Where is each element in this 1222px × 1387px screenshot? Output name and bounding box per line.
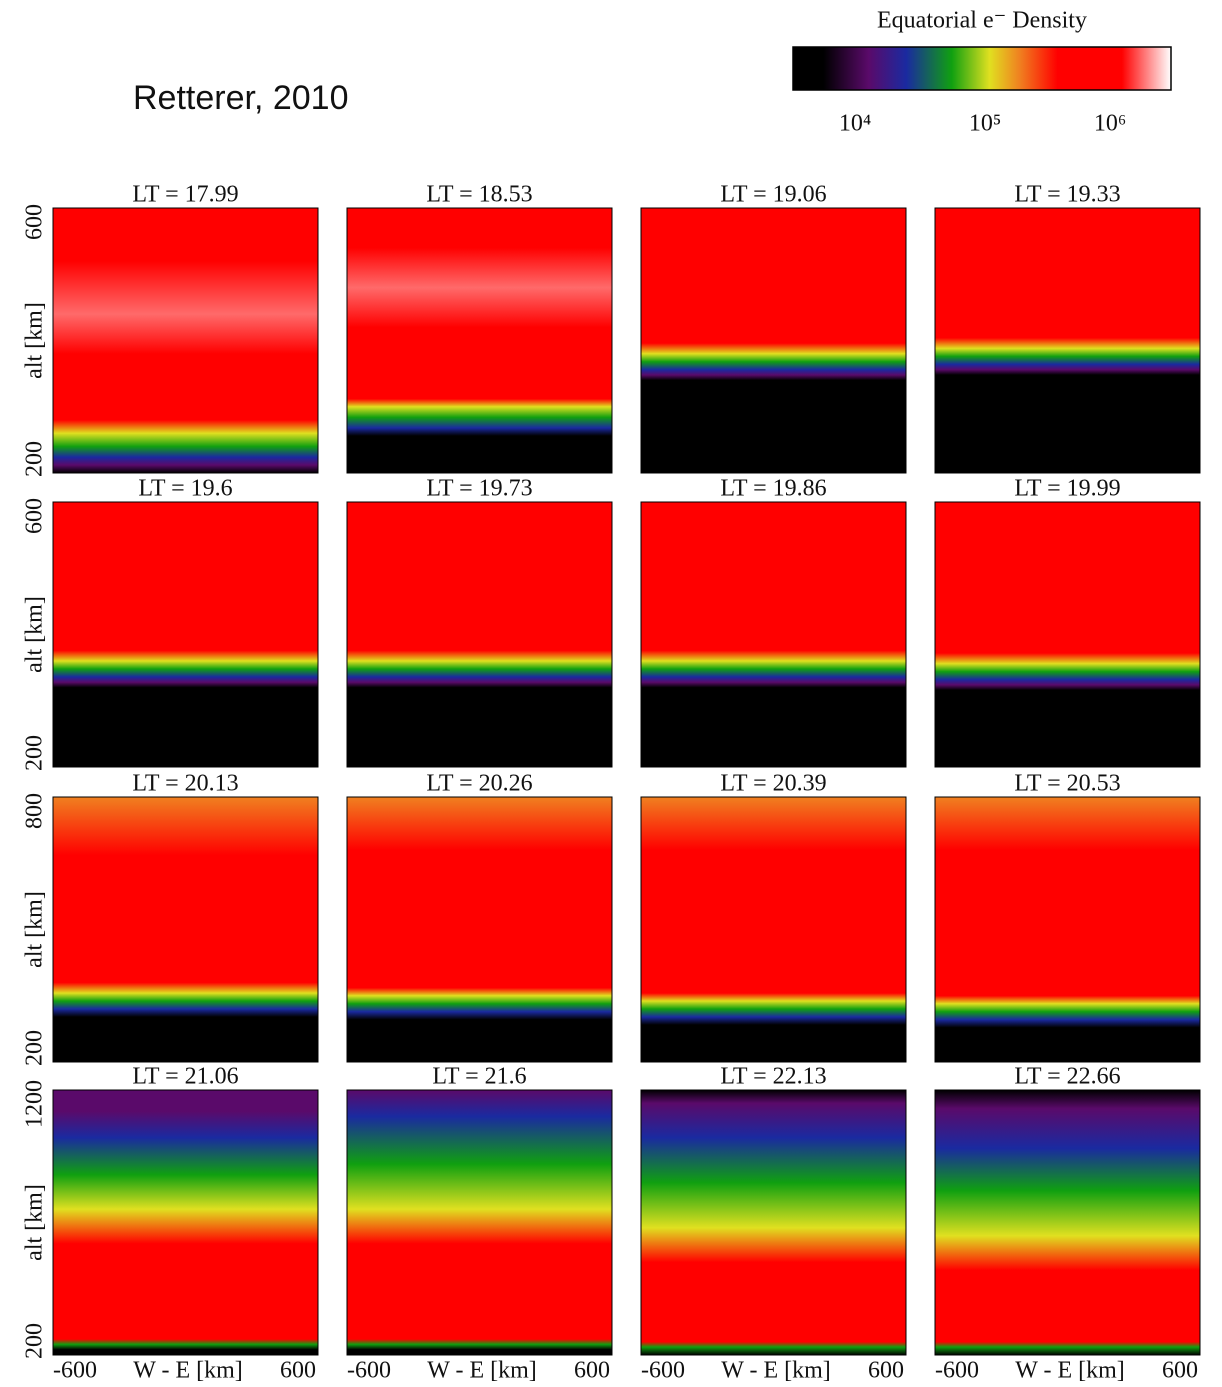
density-map [640, 207, 907, 474]
x-tick-label: -600 [347, 1358, 391, 1384]
x-axis-label: W - E [km] [133, 1358, 243, 1384]
density-map [52, 1089, 319, 1356]
x-axis-label: W - E [km] [427, 1358, 537, 1384]
y-tick-label: 200 [22, 441, 48, 477]
density-map [934, 1089, 1201, 1356]
y-tick-label: 200 [22, 1323, 48, 1359]
colorbar-title: Equatorial e⁻ Density [877, 8, 1087, 34]
colorbar-tick-label: 10⁵ [969, 111, 1001, 137]
density-map [934, 207, 1201, 474]
x-tick-label: 600 [868, 1358, 904, 1384]
y-tick-label: 600 [22, 498, 48, 534]
panel-title: LT = 18.53 [426, 182, 532, 208]
colorbar-tick-label: 10⁶ [1094, 111, 1126, 137]
y-axis-label: alt [km] [22, 891, 48, 968]
credit: Retterer, 2010 [133, 79, 348, 117]
density-map [346, 501, 613, 768]
x-tick-label: 600 [280, 1358, 316, 1384]
panel-title: LT = 19.06 [720, 182, 826, 208]
density-map [346, 796, 613, 1063]
density-map [934, 796, 1201, 1063]
colorbar [792, 46, 1172, 91]
panel-title: LT = 19.33 [1014, 182, 1120, 208]
panel-title: LT = 20.13 [132, 771, 238, 797]
y-axis-label: alt [km] [22, 302, 48, 379]
panel-title: LT = 20.39 [720, 771, 826, 797]
x-axis-label: W - E [km] [1015, 1358, 1125, 1384]
y-tick-label: 600 [22, 204, 48, 240]
density-map [52, 501, 319, 768]
density-map [934, 501, 1201, 768]
density-map [52, 207, 319, 474]
colorbar-tick-label: 10⁴ [839, 111, 871, 137]
x-tick-label: -600 [935, 1358, 979, 1384]
y-axis-label: alt [km] [22, 1184, 48, 1261]
y-tick-label: 800 [22, 793, 48, 829]
panel-title: LT = 19.99 [1014, 476, 1120, 502]
density-map [640, 796, 907, 1063]
panel-title: LT = 22.66 [1014, 1064, 1120, 1090]
density-map [346, 207, 613, 474]
panel-title: LT = 19.73 [426, 476, 532, 502]
x-axis-label: W - E [km] [721, 1358, 831, 1384]
y-tick-label: 1200 [22, 1080, 48, 1128]
density-map [346, 1089, 613, 1356]
x-tick-label: 600 [1162, 1358, 1198, 1384]
panel-title: LT = 20.26 [426, 771, 532, 797]
panel-title: LT = 21.6 [432, 1064, 526, 1090]
x-tick-label: -600 [641, 1358, 685, 1384]
panel-title: LT = 20.53 [1014, 771, 1120, 797]
density-map [640, 1089, 907, 1356]
y-tick-label: 200 [22, 735, 48, 771]
y-axis-label: alt [km] [22, 596, 48, 673]
y-tick-label: 200 [22, 1030, 48, 1066]
panel-title: LT = 21.06 [132, 1064, 238, 1090]
panel-title: LT = 19.6 [138, 476, 232, 502]
panel-title: LT = 22.13 [720, 1064, 826, 1090]
density-map [52, 796, 319, 1063]
panel-title: LT = 19.86 [720, 476, 826, 502]
panel-title: LT = 17.99 [132, 182, 238, 208]
density-map [640, 501, 907, 768]
x-tick-label: -600 [53, 1358, 97, 1384]
x-tick-label: 600 [574, 1358, 610, 1384]
